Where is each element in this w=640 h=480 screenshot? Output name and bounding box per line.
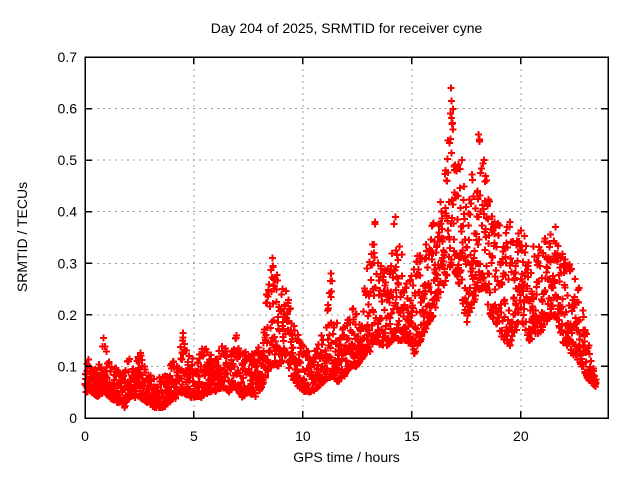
x-tick-label: 0: [81, 428, 89, 444]
plot-border: [84, 56, 609, 419]
y-tick-label: 0.7: [58, 49, 78, 65]
data-points-srmtid: [81, 84, 600, 412]
x-tick-label: 20: [513, 428, 529, 444]
y-tick-label: 0.1: [58, 358, 78, 374]
y-tick-label: 0.5: [58, 152, 78, 168]
x-tick-label: 15: [404, 428, 420, 444]
y-tick-label: 0.4: [58, 204, 78, 220]
y-axis-label: SRMTID / TECUs: [14, 181, 30, 293]
y-tick-label: 0.3: [58, 255, 78, 271]
x-tick-label: 5: [190, 428, 198, 444]
y-tick-label: 0.6: [58, 101, 78, 117]
y-tick-label: 0.2: [58, 307, 78, 323]
x-axis-label: GPS time / hours: [293, 449, 400, 465]
y-tick-label: 0: [69, 410, 77, 426]
chart-title: Day 204 of 2025, SRMTID for receiver cyn…: [210, 20, 483, 36]
x-tick-label: 10: [295, 428, 311, 444]
